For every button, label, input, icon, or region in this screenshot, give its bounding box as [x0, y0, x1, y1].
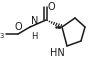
Text: H: H	[31, 32, 37, 41]
Text: O: O	[14, 22, 22, 32]
Text: HN: HN	[50, 48, 65, 58]
Text: $\mathregular{-OCH_3}$: $\mathregular{-OCH_3}$	[0, 27, 5, 41]
Text: O: O	[48, 2, 56, 12]
Text: N: N	[31, 15, 38, 25]
